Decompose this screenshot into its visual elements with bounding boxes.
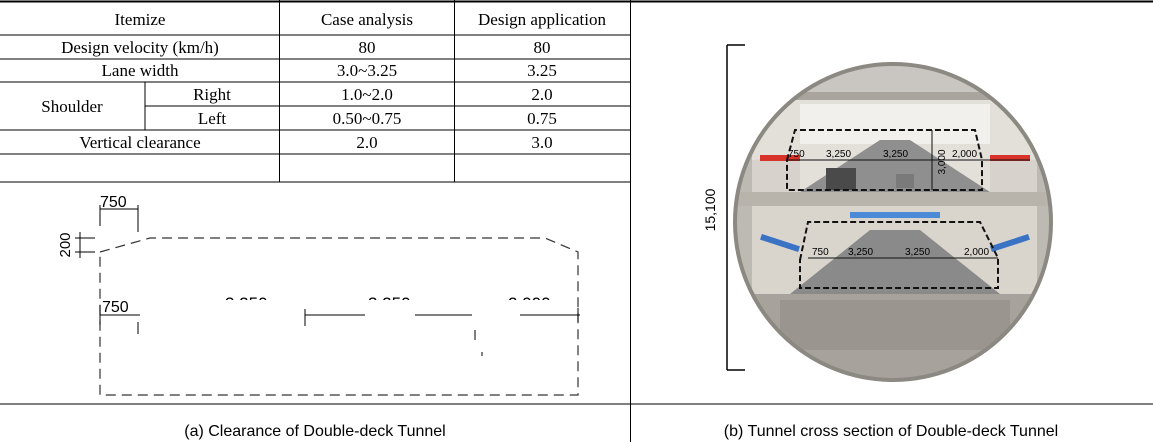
row-shoulder-right-side: Right: [193, 85, 231, 104]
row-vertical-item: Vertical clearance: [79, 133, 200, 152]
row-velocity-design: 80: [534, 38, 551, 57]
dim-labels-truncated: 3,250 3,250 2,000: [225, 294, 551, 313]
row-vertical-design: 3.0: [531, 133, 552, 152]
caption-left: (a) Clearance of Double-deck Tunnel: [184, 423, 445, 440]
dim-height-200: 200: [57, 232, 74, 257]
dim-lane2-3250: 3,250: [368, 294, 411, 313]
lower-dim-3250-a: 3,250: [848, 247, 873, 258]
upper-dim-2000: 2,000: [952, 149, 977, 160]
row-lane-case: 3.0~3.25: [337, 61, 397, 80]
upper-dim-750: 750: [788, 149, 805, 160]
row-shoulder-right-design: 2.0: [531, 85, 552, 104]
header-design-application: Design application: [478, 10, 606, 29]
row-shoulder-item: Shoulder: [41, 97, 103, 116]
dim-right-2000: 2,000: [508, 294, 551, 313]
row-velocity-item: Design velocity (km/h): [61, 38, 219, 57]
lower-dim-750: 750: [812, 247, 829, 258]
dim-total-height-15100: 15,100: [702, 188, 718, 231]
row-vertical-case: 2.0: [356, 133, 377, 152]
tunnel-photo: [735, 64, 1051, 380]
header-case-analysis: Case analysis: [321, 10, 413, 29]
row-velocity-case: 80: [359, 38, 376, 57]
lower-dim-2000: 2,000: [964, 247, 989, 258]
upper-deck-clearance: [786, 129, 983, 191]
row-shoulder-left-design: 0.75: [527, 109, 557, 128]
row-lane-design: 3.25: [527, 61, 557, 80]
caption-right: (b) Tunnel cross section of Double-deck …: [724, 423, 1058, 440]
lower-dim-3250-b: 3,250: [905, 247, 930, 258]
header-itemize: Itemize: [115, 10, 166, 29]
dim-lane1-3250: 3,250: [225, 294, 268, 313]
tunnel-section: 15,100: [702, 44, 1053, 382]
row-shoulder-left-side: Left: [198, 109, 227, 128]
row-shoulder-left-case: 0.50~0.75: [333, 109, 402, 128]
dim-lower-left-750: 750: [102, 299, 129, 316]
dim-top-left-750: 750: [100, 194, 127, 211]
upper-dim-3250-a: 3,250: [826, 149, 851, 160]
upper-dim-3000: 3,000: [937, 149, 948, 174]
row-shoulder-right-case: 1.0~2.0: [341, 85, 393, 104]
row-lane-item: Lane width: [102, 61, 179, 80]
spec-table: Itemize Case analysis Design application…: [0, 0, 630, 183]
clearance-envelope: [99, 237, 579, 396]
clearance-drawing: 750 200 750 3,250 3,250 2,000: [57, 194, 580, 396]
lower-deck-clearance: [799, 221, 999, 289]
upper-dim-3250-b: 3,250: [883, 149, 908, 160]
